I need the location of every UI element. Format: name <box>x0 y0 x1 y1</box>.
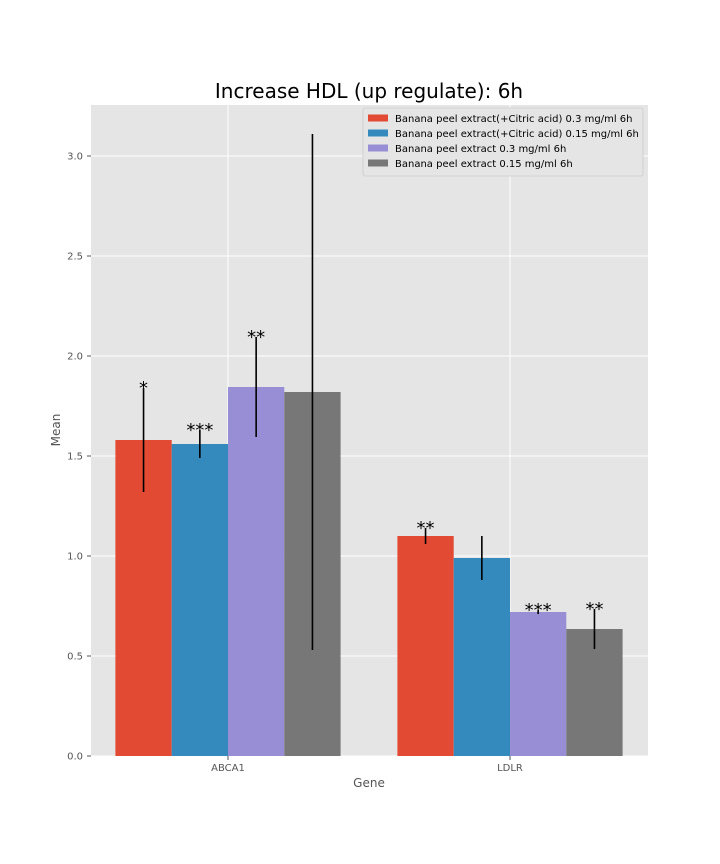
bar <box>397 536 454 756</box>
legend-entry: Banana peel extract 0.3 mg/ml 6h <box>395 144 566 155</box>
y-tick-label: 3.0 <box>67 152 83 163</box>
significance-mark: *** <box>525 600 552 621</box>
y-tick-label: 2.5 <box>67 252 83 263</box>
x-axis-ticks: ABCA1 LDLR <box>211 756 523 774</box>
bar <box>228 387 285 756</box>
legend-swatch <box>368 129 388 137</box>
y-tick-label: 0.5 <box>67 652 83 663</box>
y-tick-label: 2.0 <box>67 352 83 363</box>
y-tick-label: 1.5 <box>67 452 83 463</box>
bar <box>453 558 510 756</box>
chart-title: Increase HDL (up regulate): 6h <box>215 79 523 103</box>
bar <box>171 444 228 756</box>
bar <box>510 612 567 756</box>
legend-entry: Banana peel extract 0.15 mg/ml 6h <box>395 159 573 170</box>
bar <box>566 629 623 756</box>
legend-box <box>362 107 644 177</box>
significance-marks-group: *********** ** <box>139 327 603 621</box>
legend-swatch <box>368 159 388 167</box>
legend-swatch <box>368 144 388 152</box>
significance-mark: * <box>139 378 148 399</box>
x-tick-label: LDLR <box>497 763 523 774</box>
significance-mark: ** <box>585 599 603 620</box>
significance-mark: *** <box>186 420 213 441</box>
y-axis-ticks: 0.0 0.5 1.0 1.5 2.0 2.5 3.0 <box>67 152 91 763</box>
error-bars-group <box>142 134 596 650</box>
legend: Banana peel extract(+Citric acid) 0.3 mg… <box>362 107 644 177</box>
bar <box>115 440 172 756</box>
y-tick-label: 1.0 <box>67 552 83 563</box>
legend-entry: Banana peel extract(+Citric acid) 0.3 mg… <box>395 114 632 125</box>
x-tick-label: ABCA1 <box>211 763 245 774</box>
significance-mark: ** <box>247 327 265 348</box>
y-tick-label: 0.0 <box>67 752 83 763</box>
legend-swatch <box>368 114 388 122</box>
legend-entry: Banana peel extract(+Citric acid) 0.15 m… <box>395 129 639 140</box>
y-axis-label: Mean <box>49 414 63 447</box>
bars-group <box>115 387 623 756</box>
x-axis-label: Gene <box>353 776 385 790</box>
significance-mark: ** <box>417 518 435 539</box>
